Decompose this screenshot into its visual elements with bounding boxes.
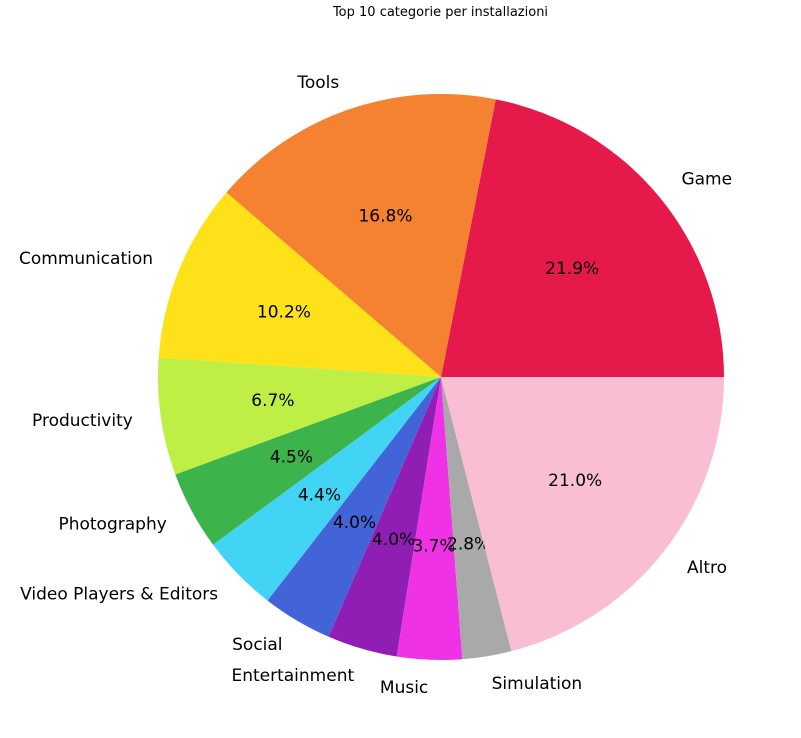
pie-category-label: Music bbox=[380, 678, 428, 698]
pie-pct-label: 4.0% bbox=[372, 530, 415, 550]
pie-category-label: Simulation bbox=[492, 674, 583, 694]
pie-slice-tools bbox=[226, 94, 496, 377]
pie-category-label: Video Players & Editors bbox=[20, 584, 218, 604]
pie-pct-label: 4.0% bbox=[333, 513, 376, 533]
pie-category-label: Altro bbox=[687, 558, 727, 578]
pie-slice-social bbox=[267, 377, 441, 637]
pie-pct-label: 2.8% bbox=[447, 535, 490, 555]
pie-slice-video-players-editors bbox=[213, 377, 441, 601]
pie-category-label: Game bbox=[681, 169, 732, 189]
pie-category-label: Productivity bbox=[32, 411, 133, 431]
pie-category-label: Tools bbox=[296, 73, 339, 93]
pie-pct-label: 10.2% bbox=[257, 303, 311, 323]
pie-slice-game bbox=[441, 99, 724, 378]
pie-slice-music bbox=[396, 377, 463, 660]
pie-slice-communication bbox=[158, 192, 441, 377]
pie-pct-label: 16.8% bbox=[358, 207, 412, 227]
chart-title: Top 10 categorie per installazioni bbox=[332, 5, 549, 20]
pie-slice-photography bbox=[175, 377, 441, 545]
pie-category-label: Photography bbox=[58, 514, 166, 534]
pie-pct-label: 3.7% bbox=[412, 537, 455, 557]
pie-slice-productivity bbox=[158, 357, 441, 475]
pie-category-label: Communication bbox=[19, 249, 153, 269]
pie-pct-label: 4.5% bbox=[270, 447, 313, 467]
pie-slice-altro bbox=[441, 377, 724, 652]
pie-slice-entertainment bbox=[328, 377, 441, 657]
pie-category-label: Entertainment bbox=[231, 666, 354, 686]
pie-pct-label: 4.4% bbox=[298, 486, 341, 506]
pie-slice-simulation bbox=[441, 377, 512, 660]
pie-category-label: Social bbox=[232, 635, 282, 655]
pie-pct-label: 6.7% bbox=[251, 391, 294, 411]
pie-pct-label: 21.0% bbox=[548, 471, 602, 491]
pie-pct-label: 21.9% bbox=[545, 259, 599, 279]
